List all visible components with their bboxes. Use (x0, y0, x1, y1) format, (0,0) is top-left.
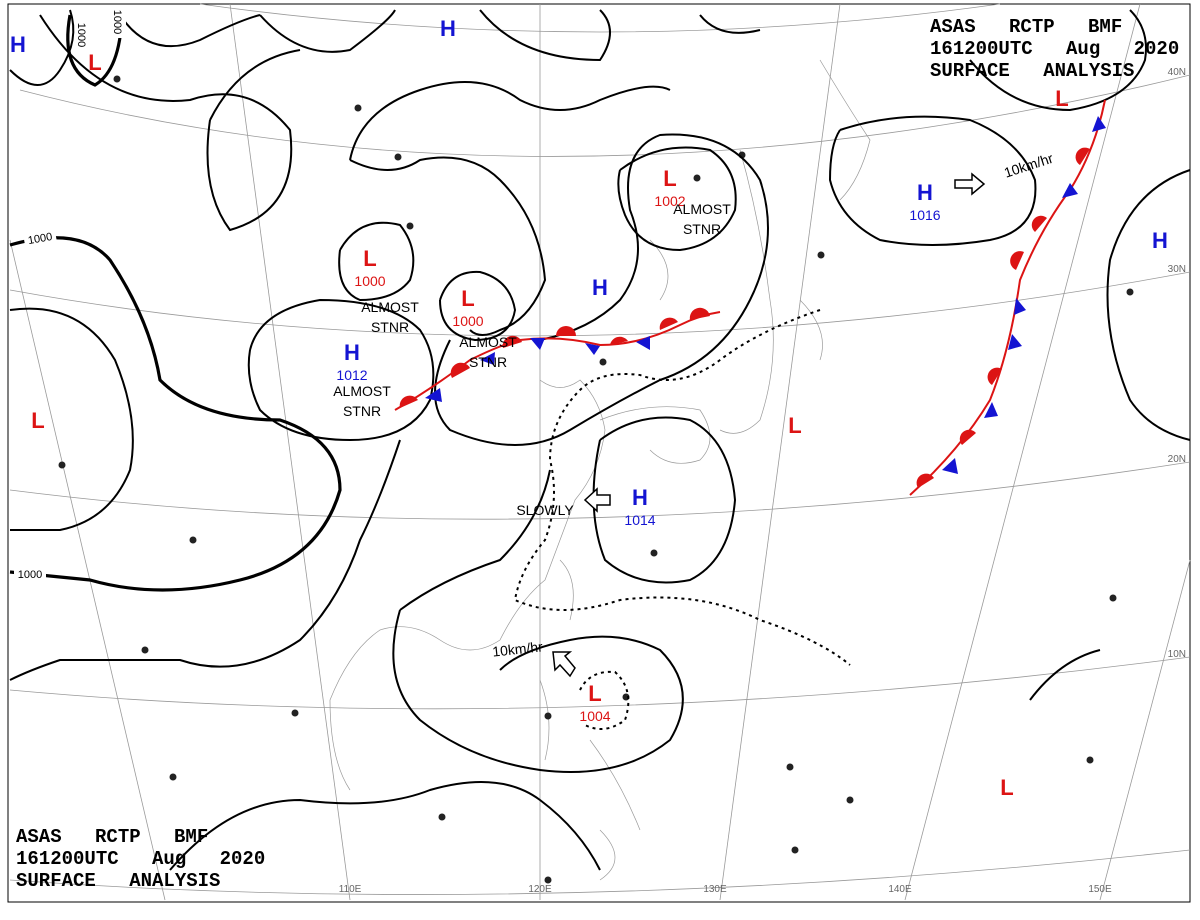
center-symbol: H (917, 180, 933, 205)
center-symbol: L (1000, 775, 1013, 800)
longitude-label: 140E (888, 884, 912, 895)
isobar-label-bg (22, 227, 57, 247)
latitude-label: 20N (1168, 454, 1186, 465)
eastern-front (909, 99, 1106, 496)
motion-arrows (552, 172, 986, 678)
motion-label: 10km/hr (491, 638, 543, 659)
center-pressure: 1014 (624, 512, 655, 528)
center-symbol: L (31, 408, 44, 433)
center-symbol: H (344, 340, 360, 365)
longitude-label: 150E (1088, 884, 1112, 895)
front-annotation: STNR (343, 403, 381, 419)
frame (7, 3, 1191, 903)
center-pressure: 1002 (654, 193, 685, 209)
isobar-label-bg (76, 19, 90, 51)
motion-label: SLOWLY (516, 502, 574, 518)
longitude-label: 130E (703, 884, 727, 895)
front-annotation: ALMOST (361, 299, 419, 315)
troughs (513, 309, 851, 730)
center-pressure: 1000 (452, 313, 483, 329)
latitude-label: 30N (1168, 264, 1186, 275)
header-line: 161200UTC Aug 2020 (930, 38, 1179, 60)
isobar-label-bg (112, 6, 126, 38)
center-symbol: H (592, 275, 608, 300)
center-pressure: 1000 (354, 273, 385, 289)
stationary-front (394, 307, 721, 411)
center-symbol: L (663, 166, 676, 191)
front-annotation: ALMOST (459, 334, 517, 350)
front-annotation: STNR (469, 354, 507, 370)
longitude-label: 110E (339, 884, 362, 895)
center-symbol: H (10, 32, 26, 57)
center-pressure: 1016 (909, 207, 940, 223)
center-symbol: H (1152, 228, 1168, 253)
latitude-label: 10N (1168, 649, 1186, 660)
center-symbol: L (788, 413, 801, 438)
isobar-label: 1000 (27, 231, 53, 247)
center-symbol: L (88, 50, 101, 75)
header-line: ASAS RCTP BMF (930, 16, 1122, 38)
isobar-label: 1000 (75, 23, 87, 47)
center-pressure: 1012 (336, 367, 367, 383)
header-line: SURFACE ANALYSIS (930, 60, 1134, 82)
isobar-label-bg (14, 566, 46, 580)
front-annotation: STNR (371, 319, 409, 335)
station-plots (58, 75, 1134, 884)
center-symbol: L (363, 246, 376, 271)
header-line: SURFACE ANALYSIS (16, 870, 220, 892)
header-line: ASAS RCTP BMF (16, 826, 208, 848)
longitude-label: 120E (528, 884, 552, 895)
isobars (9, 9, 1191, 871)
center-symbol: H (440, 16, 456, 41)
front-annotation: STNR (683, 221, 721, 237)
isobar-label: 1000 (18, 569, 42, 581)
front-annotation: ALMOST (673, 201, 731, 217)
center-symbol: L (461, 286, 474, 311)
latitude-label: 40N (1168, 67, 1186, 78)
center-pressure: 1004 (579, 708, 610, 724)
graticule (9, 3, 1191, 901)
center-symbol: H (632, 485, 648, 510)
front-annotation: ALMOST (333, 383, 391, 399)
isobar-label: 1000 (111, 10, 123, 34)
center-symbol: L (588, 681, 601, 706)
header-line: 161200UTC Aug 2020 (16, 848, 265, 870)
center-symbol: L (1055, 86, 1068, 111)
